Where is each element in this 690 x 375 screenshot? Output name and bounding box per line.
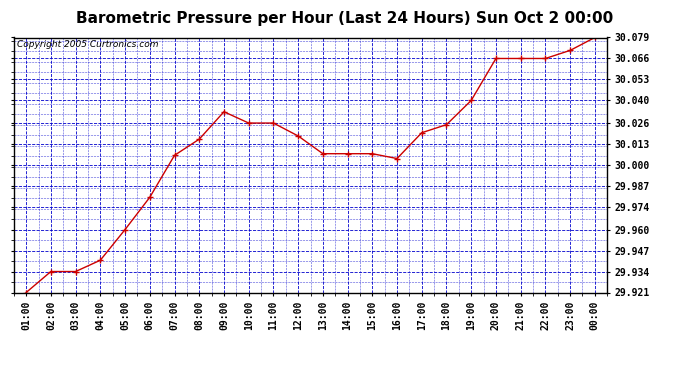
Text: Barometric Pressure per Hour (Last 24 Hours) Sun Oct 2 00:00: Barometric Pressure per Hour (Last 24 Ho…: [77, 11, 613, 26]
Text: Copyright 2005 Curtronics.com: Copyright 2005 Curtronics.com: [17, 40, 158, 49]
